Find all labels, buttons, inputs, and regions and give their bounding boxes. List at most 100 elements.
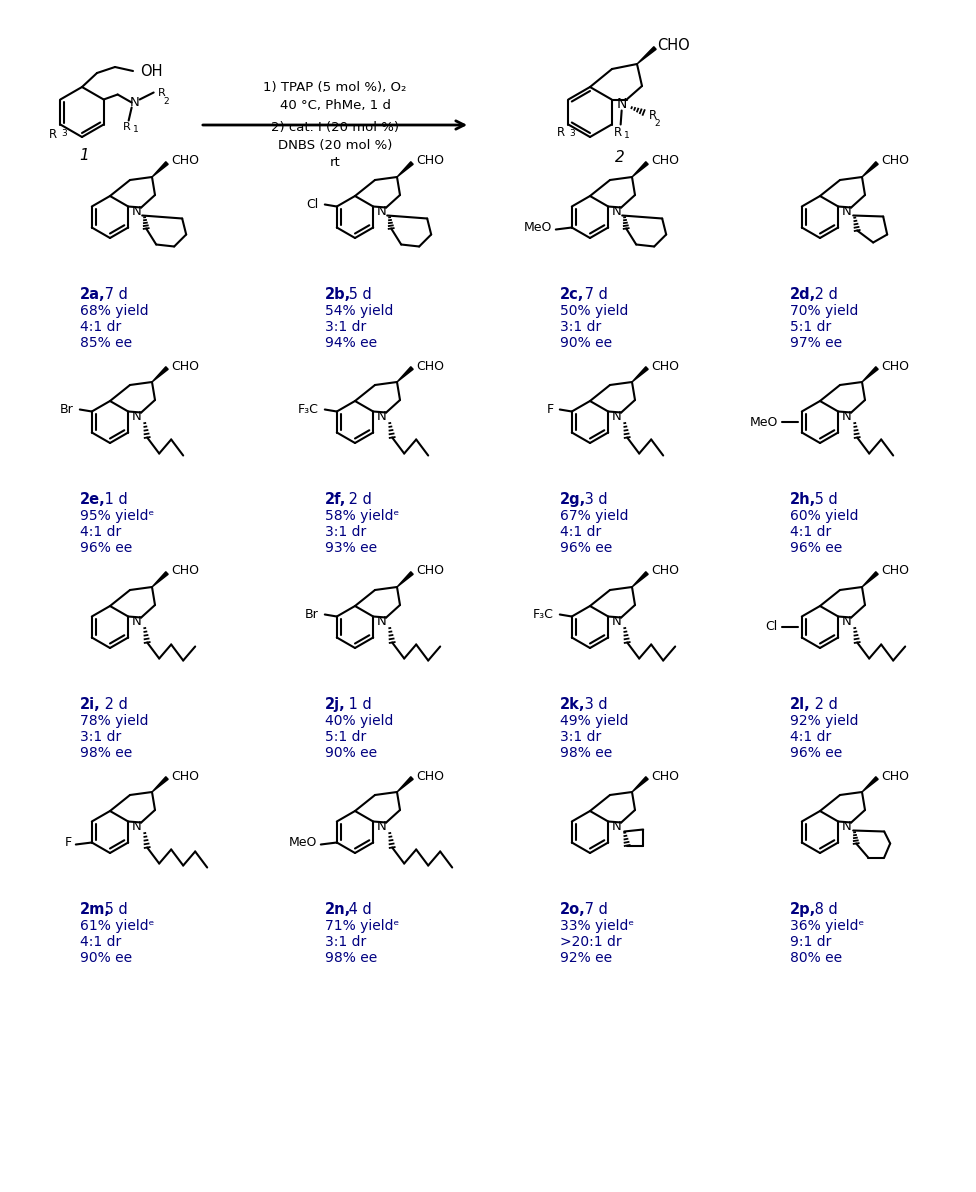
- Polygon shape: [397, 162, 413, 176]
- Text: 1 d: 1 d: [345, 697, 372, 712]
- Text: N: N: [841, 615, 851, 628]
- Text: 92% yield: 92% yield: [790, 714, 859, 728]
- Text: CHO: CHO: [416, 565, 444, 577]
- Text: N: N: [130, 97, 140, 108]
- Text: 40 °C, PhMe, 1 d: 40 °C, PhMe, 1 d: [279, 99, 390, 112]
- Text: CHO: CHO: [416, 360, 444, 372]
- Text: 2: 2: [615, 149, 625, 164]
- Text: 98% ee: 98% ee: [80, 746, 133, 760]
- Text: 96% ee: 96% ee: [80, 541, 133, 555]
- Text: 7 d: 7 d: [580, 287, 607, 302]
- Text: 2m,: 2m,: [80, 902, 111, 917]
- Text: 40% yield: 40% yield: [325, 714, 393, 728]
- Text: 96% ee: 96% ee: [790, 541, 842, 555]
- Text: 61% yieldᵉ: 61% yieldᵉ: [80, 919, 154, 933]
- Text: CHO: CHO: [881, 770, 909, 782]
- Text: 2n,: 2n,: [325, 902, 351, 917]
- Text: 96% ee: 96% ee: [560, 541, 612, 555]
- Text: 2 d: 2 d: [100, 697, 128, 712]
- Text: 85% ee: 85% ee: [80, 336, 132, 350]
- Text: 1) TPAP (5 mol %), O₂: 1) TPAP (5 mol %), O₂: [264, 81, 407, 93]
- Text: 3:1 dr: 3:1 dr: [325, 524, 366, 539]
- Text: 7 d: 7 d: [100, 287, 128, 302]
- Text: 4:1 dr: 4:1 dr: [80, 319, 121, 334]
- Text: 67% yield: 67% yield: [560, 509, 629, 523]
- Text: 2: 2: [164, 97, 169, 106]
- Text: F: F: [547, 403, 553, 416]
- Text: 2k,: 2k,: [560, 697, 586, 712]
- Text: 2o,: 2o,: [560, 902, 586, 917]
- Text: 2 d: 2 d: [809, 287, 837, 302]
- Text: 2c,: 2c,: [560, 287, 585, 302]
- Text: 2f,: 2f,: [325, 492, 346, 507]
- Text: N: N: [377, 820, 386, 833]
- Text: R: R: [557, 126, 565, 139]
- Text: 95% yieldᵉ: 95% yieldᵉ: [80, 509, 154, 523]
- Text: 50% yield: 50% yield: [560, 304, 629, 318]
- Text: 5:1 dr: 5:1 dr: [325, 730, 366, 744]
- Text: N: N: [841, 820, 851, 833]
- Text: N: N: [617, 98, 627, 112]
- Text: 2h,: 2h,: [790, 492, 816, 507]
- Text: DNBS (20 mol %): DNBS (20 mol %): [278, 138, 392, 151]
- Text: MeO: MeO: [289, 836, 317, 849]
- Text: N: N: [841, 410, 851, 423]
- Text: 33% yieldᵉ: 33% yieldᵉ: [560, 919, 634, 933]
- Text: 2b,: 2b,: [325, 287, 351, 302]
- Text: 71% yieldᵉ: 71% yieldᵉ: [325, 919, 399, 933]
- Text: 5 d: 5 d: [809, 492, 837, 507]
- Text: N: N: [132, 410, 142, 423]
- Text: Cl: Cl: [765, 621, 778, 633]
- Polygon shape: [152, 572, 168, 586]
- Text: 3:1 dr: 3:1 dr: [325, 319, 366, 334]
- Text: 68% yield: 68% yield: [80, 304, 148, 318]
- Text: 4:1 dr: 4:1 dr: [790, 524, 832, 539]
- Polygon shape: [632, 572, 648, 586]
- Text: CHO: CHO: [881, 155, 909, 168]
- Text: 60% yield: 60% yield: [790, 509, 859, 523]
- Text: 80% ee: 80% ee: [790, 951, 842, 966]
- Text: N: N: [841, 205, 851, 218]
- Text: 2d,: 2d,: [790, 287, 816, 302]
- Text: 5 d: 5 d: [345, 287, 372, 302]
- Polygon shape: [632, 162, 648, 176]
- Text: N: N: [377, 410, 386, 423]
- Text: 54% yield: 54% yield: [325, 304, 393, 318]
- Text: MeO: MeO: [750, 416, 778, 428]
- Text: 8 d: 8 d: [809, 902, 837, 917]
- Text: OH: OH: [140, 63, 162, 79]
- Text: R: R: [123, 123, 131, 132]
- Polygon shape: [152, 367, 168, 381]
- Text: N: N: [377, 205, 386, 218]
- Text: 2l,: 2l,: [790, 697, 811, 712]
- Text: 94% ee: 94% ee: [325, 336, 377, 350]
- Text: F: F: [64, 836, 72, 849]
- Text: 90% ee: 90% ee: [325, 746, 377, 760]
- Text: 3: 3: [569, 129, 575, 137]
- Text: N: N: [611, 205, 621, 218]
- Text: 2) cat. I (20 mol %): 2) cat. I (20 mol %): [271, 120, 399, 134]
- Text: 2a,: 2a,: [80, 287, 105, 302]
- Polygon shape: [152, 162, 168, 176]
- Text: 97% ee: 97% ee: [790, 336, 842, 350]
- Polygon shape: [397, 572, 413, 586]
- Text: 4:1 dr: 4:1 dr: [790, 730, 832, 744]
- Text: 36% yieldᵉ: 36% yieldᵉ: [790, 919, 865, 933]
- Text: N: N: [611, 615, 621, 628]
- Text: Br: Br: [305, 608, 319, 621]
- Text: 4 d: 4 d: [345, 902, 372, 917]
- Text: 7 d: 7 d: [580, 902, 607, 917]
- Polygon shape: [152, 777, 168, 791]
- Polygon shape: [637, 46, 656, 64]
- Text: 3: 3: [61, 130, 67, 138]
- Text: >20:1 dr: >20:1 dr: [560, 935, 622, 949]
- Text: R: R: [649, 108, 657, 122]
- Text: 4:1 dr: 4:1 dr: [80, 524, 121, 539]
- Text: F₃C: F₃C: [533, 608, 553, 621]
- Text: CHO: CHO: [416, 155, 444, 168]
- Text: 98% ee: 98% ee: [325, 951, 378, 966]
- Text: 98% ee: 98% ee: [560, 746, 612, 760]
- Text: N: N: [611, 410, 621, 423]
- Text: Cl: Cl: [306, 198, 319, 211]
- Text: Br: Br: [61, 403, 74, 416]
